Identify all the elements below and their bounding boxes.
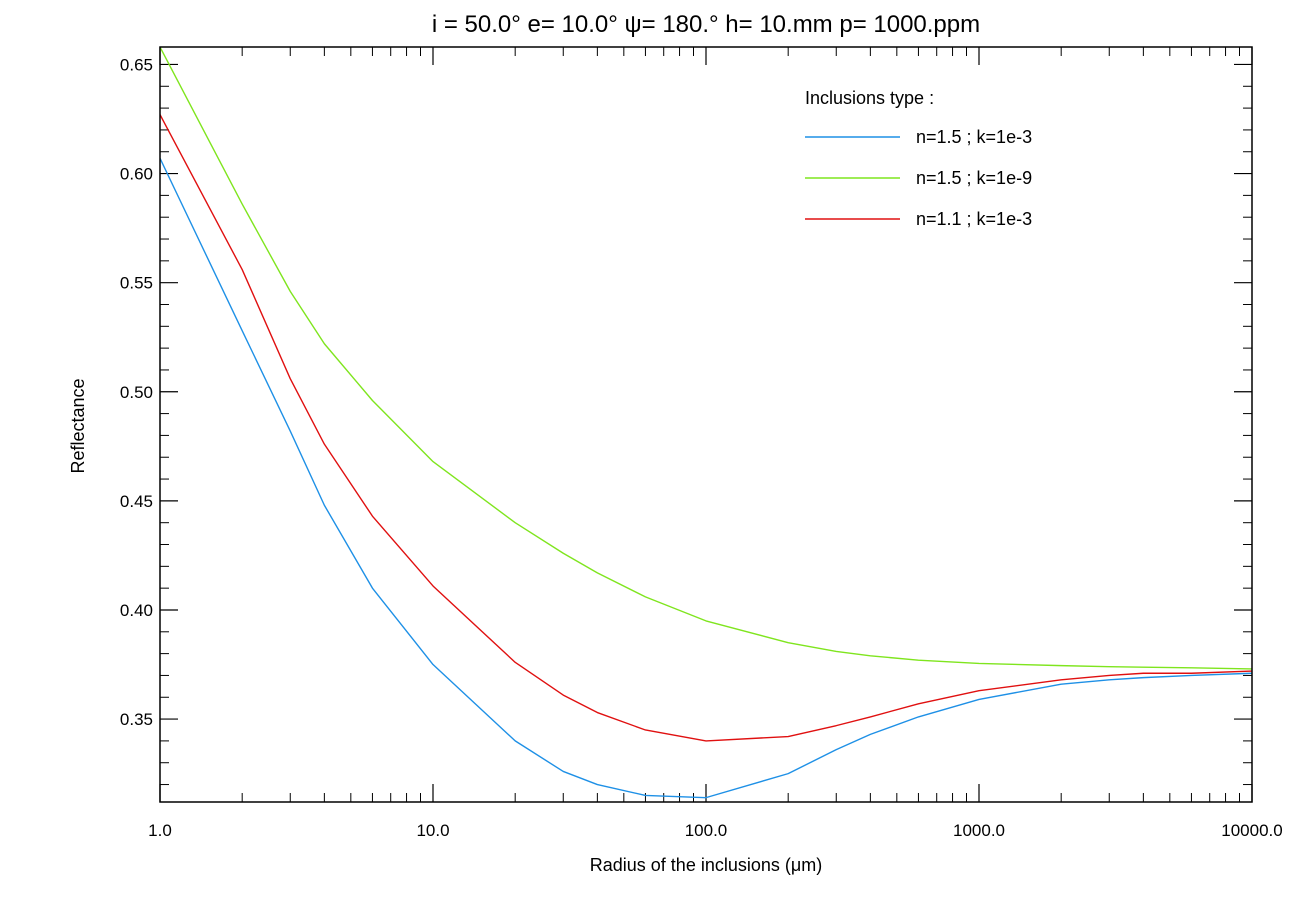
- legend-entry: n=1.1 ; k=1e-3: [916, 209, 1032, 229]
- y-tick-label: 0.45: [120, 492, 153, 511]
- chart-title: i = 50.0° e= 10.0° ψ= 180.° h= 10.mm p= …: [432, 11, 980, 38]
- y-tick-label: 0.55: [120, 274, 153, 293]
- y-tick-label: 0.50: [120, 383, 153, 402]
- y-tick-label: 0.65: [120, 55, 153, 74]
- series-line: [160, 157, 1252, 799]
- series-layer: [160, 47, 1252, 799]
- x-tick-label: 10000.0: [1221, 821, 1282, 840]
- y-tick-label: 0.60: [120, 165, 153, 184]
- y-tick-label: 0.40: [120, 601, 153, 620]
- y-axis-label-group: Reflectance: [68, 378, 88, 473]
- x-tick-label: 1000.0: [953, 821, 1005, 840]
- series-line: [160, 114, 1252, 742]
- x-tick-label: 100.0: [685, 821, 728, 840]
- x-axis-label: Radius of the inclusions (μm): [590, 855, 822, 875]
- legend-entry: n=1.5 ; k=1e-9: [916, 168, 1032, 188]
- x-tick-label: 10.0: [416, 821, 449, 840]
- ticks-layer: 1.0 10.0 100.0 1000.0 10000.0 0.35 0.40 0.45 0.5…: [120, 47, 1283, 840]
- y-axis-label: Reflectance: [68, 378, 88, 473]
- y-tick-label: 0.35: [120, 710, 153, 729]
- series-line: [160, 47, 1252, 670]
- legend-title: Inclusions type :: [805, 88, 934, 108]
- legend-entry: n=1.5 ; k=1e-3: [916, 127, 1032, 147]
- x-tick-label: 1.0: [148, 821, 172, 840]
- plot-frame: [159, 46, 1253, 803]
- legend: Inclusions type : n=1.5 ; k=1e-3 n=1.5 ; k…: [805, 88, 1032, 229]
